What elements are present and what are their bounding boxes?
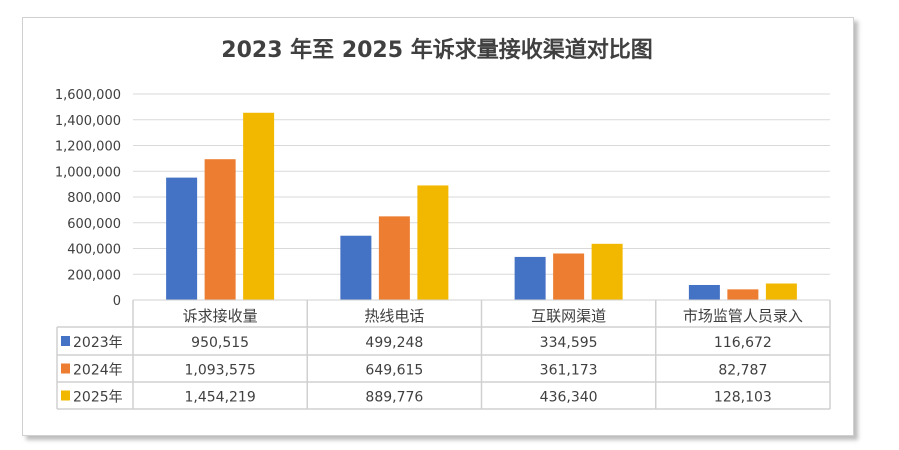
bar-2024年-诉求接收量: [204, 159, 236, 300]
x-category-label: 热线电话: [364, 307, 424, 325]
x-category-label: 诉求接收量: [183, 307, 258, 325]
bar-2024年-互联网渠道: [553, 253, 585, 300]
legend-label: 2024年: [73, 363, 123, 379]
bar-2023年-互联网渠道: [514, 256, 546, 300]
bar-2025年-热线电话: [417, 185, 449, 300]
y-tick-label: 1,000,000: [55, 165, 121, 180]
y-tick-label: 1,400,000: [55, 114, 121, 129]
bar-2025年-诉求接收量: [243, 112, 275, 300]
data-label: 1,454,219: [184, 390, 255, 406]
data-label: 649,615: [365, 363, 423, 379]
y-tick-label: 400,000: [67, 243, 121, 258]
bar-2023年-市场监管人员录入: [688, 284, 720, 300]
data-label: 361,173: [540, 363, 598, 379]
legend-label: 2023年: [73, 335, 123, 351]
bar-2025年-市场监管人员录入: [765, 283, 797, 300]
legend-key: [61, 336, 70, 346]
y-tick-label: 1,200,000: [55, 140, 121, 155]
bar-2023年-热线电话: [340, 235, 372, 300]
data-label: 436,340: [540, 390, 598, 406]
data-label: 1,093,575: [184, 363, 255, 379]
x-category-label: 互联网渠道: [531, 307, 606, 325]
y-tick-label: 800,000: [67, 191, 121, 206]
bar-2023年-诉求接收量: [166, 177, 198, 300]
bar-2024年-热线电话: [378, 216, 410, 300]
x-category-label: 市场监管人员录入: [683, 307, 803, 325]
data-label: 334,595: [540, 335, 598, 351]
data-label: 82,787: [718, 363, 767, 379]
y-tick-label: 600,000: [67, 217, 121, 232]
y-tick-label: 0: [113, 294, 121, 309]
bar-2024年-市场监管人员录入: [727, 289, 759, 300]
data-label: 128,103: [714, 390, 772, 406]
y-tick-label: 1,600,000: [55, 88, 121, 103]
legend-key: [61, 363, 70, 374]
y-tick-label: 200,000: [67, 268, 121, 283]
data-label: 116,672: [714, 335, 772, 351]
data-label: 889,776: [365, 390, 423, 406]
legend-key: [61, 390, 70, 401]
chart-title: 2023 年至 2025 年诉求量接收渠道对比图: [221, 37, 652, 63]
legend-label: 2025年: [73, 390, 123, 406]
data-label: 499,248: [365, 335, 423, 351]
bar-2025年-互联网渠道: [591, 243, 623, 300]
data-label: 950,515: [191, 335, 249, 351]
